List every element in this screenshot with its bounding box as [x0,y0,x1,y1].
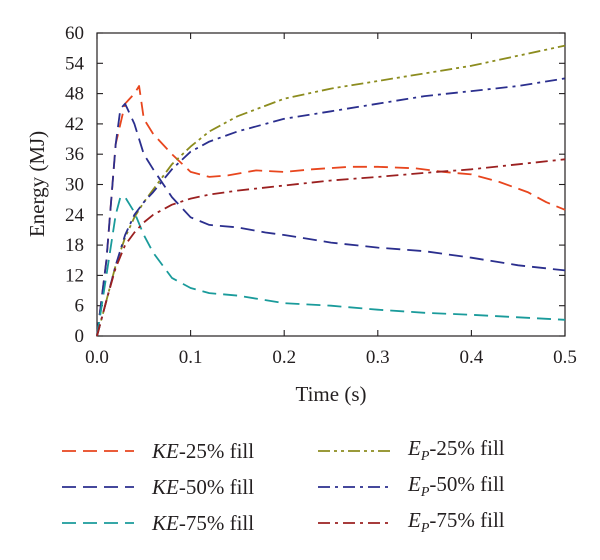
y-tick-label: 54 [65,53,85,74]
series-layer [96,44,566,337]
legend-label-ep75: EP-75% fill [408,508,505,537]
series-line-ke25 [96,85,566,337]
legend-label-subscript: P [420,485,430,501]
y-tick-label: 30 [65,175,84,196]
series-line-ep50 [96,77,566,337]
legend-label-subscript: P [420,521,430,537]
x-tick-label: 0.4 [460,347,484,368]
legend-label-prefix: E [408,436,421,461]
x-tick-label: 0.3 [366,347,390,368]
legend-label-prefix: E [408,508,421,533]
legend-item-ke50: KE-50% fill [62,474,254,500]
y-tick-label: 18 [65,235,84,256]
y-axis-ticks: 0 6 12 18 24 30 36 42 48 54 60 [65,23,565,347]
legend-swatch-ep75 [318,522,390,524]
x-tick-label: 0.1 [179,347,203,368]
legend-item-ep50: EP-50% fill [318,472,505,501]
legend-label-prefix: KE [152,438,179,463]
series-line-ep75 [96,158,566,337]
legend-label-subscript: P [420,449,430,465]
legend-item-ep75: EP-75% fill [318,508,505,537]
legend-swatch-ep25 [318,450,390,452]
y-tick-label: 48 [65,84,84,105]
y-tick-label: 0 [75,326,85,347]
x-tick-label: 0.5 [553,347,577,368]
y-axis-title: Energy (MJ) [25,131,49,237]
y-tick-label: 24 [65,205,85,226]
legend-label-suffix: -50% fill [178,474,255,499]
y-tick-label: 6 [75,296,85,317]
x-axis-ticks: 0.0 0.1 0.2 0.3 0.4 0.5 [85,33,577,368]
legend-label-ep50: EP-50% fill [408,472,505,501]
legend-swatch-ke75 [62,522,134,524]
series-line-ep25 [96,44,566,337]
y-tick-label: 12 [65,265,84,286]
legend-label-ke50: KE-50% fill [152,475,254,500]
series-line-ke50 [96,102,566,337]
y-tick-label: 60 [65,23,84,44]
y-tick-label: 36 [65,144,84,165]
x-axis-title: Time (s) [296,382,367,406]
legend-item-ep25: EP-25% fill [318,436,505,465]
legend-swatch-ke50 [62,486,134,488]
series-line-ke75 [96,196,566,337]
legend-swatch-ke25 [62,450,134,452]
legend-label-prefix: KE [152,510,179,535]
x-tick-label: 0.0 [85,347,109,368]
y-tick-label: 42 [65,114,84,135]
legend-label-suffix: -50% fill [429,472,505,497]
legend-label-prefix: KE [152,474,179,499]
legend-swatch-ep50 [318,486,390,488]
legend-label-suffix: -75% fill [429,508,505,533]
legend-label-prefix: E [408,472,421,497]
legend-label-suffix: -25% fill [178,438,255,463]
plot-frame [96,32,566,337]
legend-item-ke25: KE-25% fill [62,438,254,464]
x-tick-label: 0.2 [272,347,296,368]
legend-label-ep25: EP-25% fill [408,436,505,465]
legend-label-ke25: KE-25% fill [152,439,254,464]
legend-label-suffix: -75% fill [178,510,255,535]
legend-label-suffix: -25% fill [429,436,505,461]
legend-label-ke75: KE-75% fill [152,511,254,536]
legend-item-ke75: KE-75% fill [62,510,254,536]
